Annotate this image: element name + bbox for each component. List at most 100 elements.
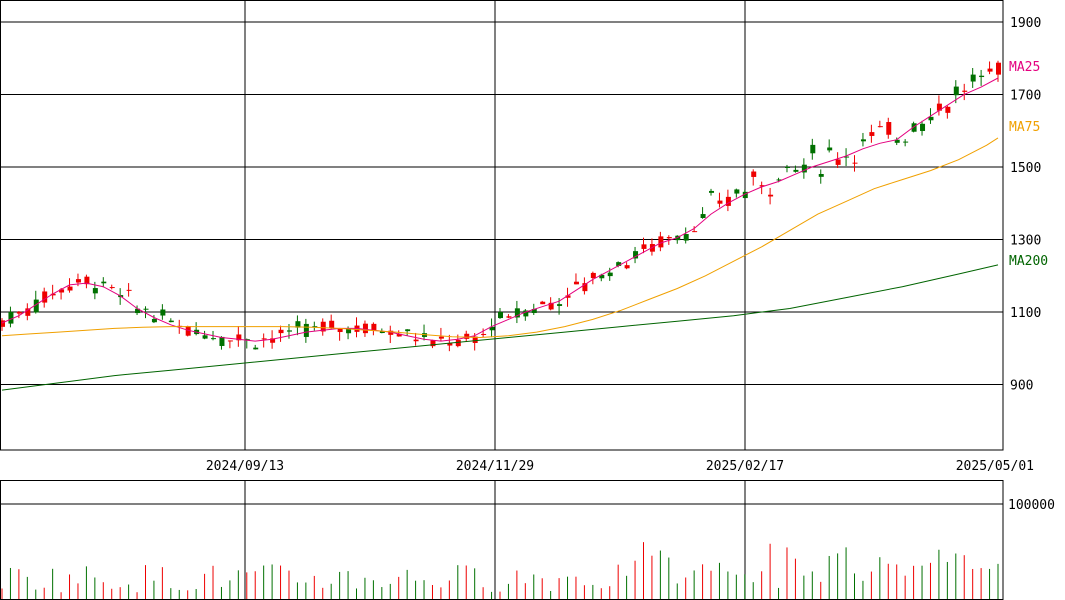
candle-up — [860, 139, 866, 142]
candle-down — [869, 132, 875, 136]
candle-up — [920, 123, 926, 131]
candle-down — [413, 339, 419, 342]
ma-line-ma200 — [1, 264, 999, 391]
moving-average-labels: MA25 MA75 MA200 — [1009, 60, 1048, 269]
ma-label-ma200: MA200 — [1009, 254, 1048, 269]
candle-down — [565, 295, 571, 298]
candle-up — [776, 179, 782, 181]
candle-up — [911, 123, 917, 132]
candle-down — [725, 196, 731, 206]
candle-down — [835, 159, 841, 165]
candle-down — [278, 329, 284, 334]
price-axis-labels: 900 1100 1300 1500 1700 1900 — [1010, 16, 1041, 394]
volume-tick-label: 100000 — [1008, 498, 1055, 513]
candle-down — [75, 279, 81, 283]
candle-down — [590, 272, 596, 279]
date-axis-labels: 2024/09/13 2024/11/29 2025/02/17 2025/05/01 — [206, 459, 1034, 474]
candle-up — [160, 309, 166, 316]
candle-down — [337, 328, 343, 333]
candle-down — [261, 338, 267, 340]
candle-down — [481, 333, 487, 335]
candle-down — [573, 281, 579, 285]
volume-bars — [1, 542, 999, 600]
candle-down — [16, 311, 22, 314]
candle-up — [894, 139, 900, 143]
candle-down — [472, 336, 478, 344]
candle-up — [489, 326, 495, 331]
candle-up — [709, 190, 715, 193]
candle-down — [227, 340, 233, 342]
candle-up — [312, 326, 318, 328]
candle-down — [692, 231, 698, 233]
candle-down — [717, 200, 723, 204]
price-tick-label: 1100 — [1010, 306, 1041, 321]
candle-down — [0, 320, 5, 327]
candlestick-series — [0, 60, 1001, 352]
moving-average-lines — [1, 77, 999, 391]
candle-up — [557, 304, 563, 306]
price-tick-label: 1700 — [1010, 88, 1041, 103]
candle-down — [50, 293, 56, 296]
candle-down — [540, 301, 546, 305]
candle-up — [742, 191, 748, 199]
candle-down — [126, 289, 132, 291]
candle-up — [903, 141, 909, 143]
candle-up — [143, 308, 149, 310]
date-tick-label: 2024/11/29 — [456, 459, 534, 474]
price-panel-border — [0, 0, 1004, 451]
ma-line-ma25 — [1, 77, 999, 342]
ma-label-ma75: MA75 — [1009, 120, 1040, 135]
candle-down — [396, 333, 402, 337]
candle-up — [405, 329, 411, 332]
candle-up — [253, 347, 259, 350]
candle-down — [185, 326, 191, 336]
candle-down — [759, 185, 765, 187]
candle-up — [818, 173, 824, 177]
candle-down — [464, 333, 470, 339]
candle-down — [236, 334, 242, 341]
candle-down — [996, 62, 1001, 75]
ma-label-ma25: MA25 — [1009, 60, 1040, 75]
price-grid — [0, 0, 1003, 450]
candle-up — [810, 144, 816, 154]
candle-down — [270, 338, 276, 343]
candle-up — [8, 311, 14, 324]
candle-down — [430, 340, 436, 347]
candle-up — [683, 234, 689, 241]
candle-down — [438, 336, 444, 339]
ma-line-ma75 — [1, 137, 999, 339]
candle-down — [852, 162, 858, 164]
candle-up — [599, 274, 605, 279]
candle-up — [970, 74, 976, 82]
candle-up — [844, 156, 850, 158]
candle-down — [945, 106, 951, 113]
candle-down — [751, 171, 757, 177]
candle-down — [768, 194, 774, 197]
price-tick-label: 1300 — [1010, 234, 1041, 249]
candle-down — [84, 276, 90, 285]
candle-up — [33, 299, 39, 313]
candle-up — [151, 318, 157, 323]
volume-axis-labels: 100000 — [1008, 498, 1055, 513]
candle-up — [801, 164, 807, 173]
candle-up — [101, 281, 107, 284]
candle-up — [219, 336, 225, 346]
candle-up — [379, 331, 385, 334]
candle-down — [936, 103, 942, 111]
candle-up — [523, 310, 529, 317]
candle-down — [67, 286, 73, 291]
candle-down — [329, 320, 335, 329]
price-tick-label: 900 — [1010, 379, 1033, 394]
candle-up — [303, 323, 309, 337]
candle-up — [607, 272, 613, 277]
candle-down — [42, 291, 48, 303]
candle-down — [371, 323, 377, 331]
candle-up — [953, 86, 959, 96]
candle-down — [666, 237, 672, 239]
candle-down — [25, 308, 31, 316]
candle-up — [286, 330, 292, 332]
candle-up — [734, 189, 740, 194]
candle-down — [362, 323, 368, 334]
